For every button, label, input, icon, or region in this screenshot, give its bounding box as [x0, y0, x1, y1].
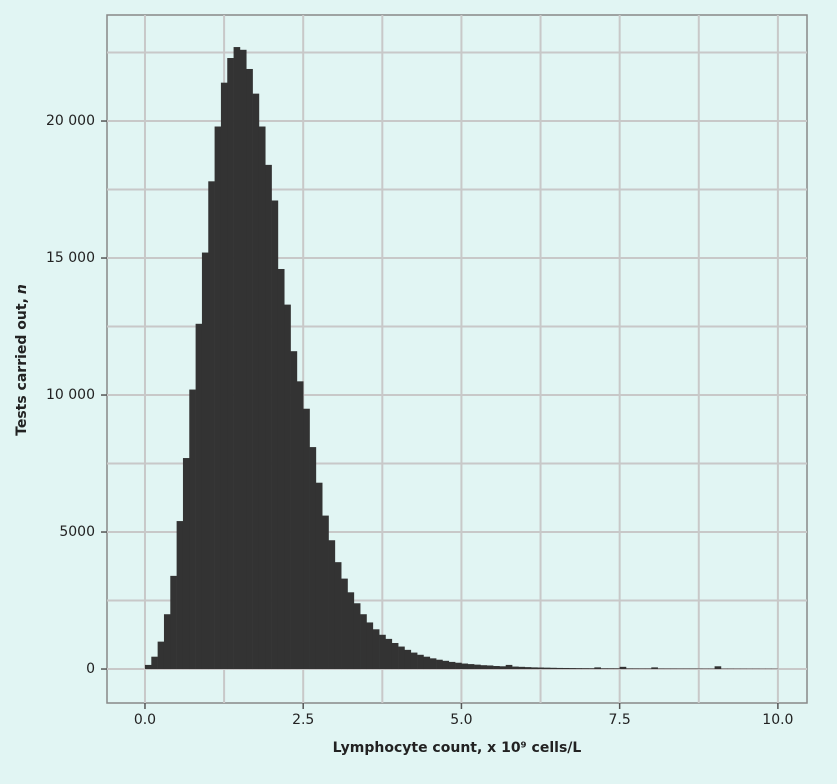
bar: [569, 668, 576, 669]
bar: [145, 665, 152, 669]
bar: [480, 665, 487, 669]
y-tick-label: 5000: [59, 524, 95, 540]
bar: [582, 668, 589, 669]
y-tick-label: 0: [86, 661, 95, 677]
bar: [474, 665, 481, 669]
bar: [601, 668, 608, 669]
bar: [354, 603, 361, 669]
bar: [455, 663, 462, 669]
bar: [518, 667, 525, 669]
bar: [537, 668, 544, 670]
bar: [550, 668, 557, 669]
bar: [366, 622, 373, 669]
bar: [322, 516, 329, 669]
bar: [303, 409, 310, 669]
bar: [348, 592, 355, 669]
x-tick-label: 10.0: [762, 712, 793, 728]
bar: [620, 667, 627, 669]
bar: [512, 667, 519, 669]
bar: [297, 381, 304, 669]
bar: [240, 50, 247, 669]
bar: [531, 667, 538, 669]
bar: [430, 658, 437, 669]
bar: [651, 667, 658, 669]
bar: [259, 127, 266, 670]
bar: [272, 200, 279, 669]
bar: [329, 540, 336, 669]
y-tick-label: 20 000: [46, 113, 95, 129]
bar: [291, 351, 298, 669]
y-axis-label: Tests carried out, n: [14, 284, 30, 436]
bar: [487, 665, 494, 669]
bar: [499, 666, 506, 669]
bar: [246, 69, 253, 669]
bar: [639, 668, 646, 669]
bar: [151, 657, 158, 669]
x-tick-label: 0.0: [134, 712, 156, 728]
bar: [278, 269, 285, 669]
bar: [310, 447, 317, 669]
bar: [392, 643, 399, 669]
bar: [379, 635, 386, 669]
bar: [265, 165, 272, 669]
bar: [658, 669, 665, 670]
bar: [183, 458, 190, 669]
bar: [626, 668, 633, 669]
bar: [164, 614, 171, 669]
bar: [234, 47, 241, 669]
bar: [575, 668, 582, 669]
x-tick-label: 5.0: [450, 712, 472, 728]
bar: [613, 668, 620, 669]
bar: [563, 668, 570, 669]
y-axis-label-var: n: [14, 284, 30, 294]
bar: [196, 324, 203, 669]
bar: [417, 655, 424, 669]
bar: [189, 390, 196, 669]
x-axis-label: Lymphocyte count, x 10⁹ cells/L: [333, 740, 582, 756]
bar: [170, 576, 177, 669]
y-tick-label: 10 000: [46, 387, 95, 403]
y-tick-label: 15 000: [46, 250, 95, 266]
bar: [177, 521, 184, 669]
bar: [215, 127, 222, 670]
bar: [253, 94, 260, 669]
bar: [227, 58, 234, 669]
bar: [341, 579, 348, 669]
bar: [284, 305, 291, 669]
bar: [442, 661, 449, 669]
bar: [715, 666, 722, 669]
bar: [468, 664, 475, 669]
bar: [208, 181, 215, 669]
bar: [525, 667, 532, 669]
x-tick-label: 7.5: [609, 712, 631, 728]
bar: [316, 483, 323, 669]
bar: [373, 629, 380, 669]
y-axis-label-text: Tests carried out,: [14, 298, 30, 436]
bar: [335, 562, 342, 669]
bar: [436, 660, 443, 669]
bar: [385, 639, 392, 669]
bar: [556, 668, 563, 669]
bar: [645, 668, 652, 669]
bar: [202, 253, 209, 669]
bar: [461, 664, 468, 669]
bar: [607, 668, 614, 669]
bar: [449, 662, 456, 669]
bar: [594, 667, 601, 669]
bar: [411, 653, 418, 669]
bar: [506, 665, 513, 669]
bar: [221, 83, 228, 669]
bar: [404, 650, 411, 669]
bar: [544, 668, 551, 669]
x-tick-label: 2.5: [292, 712, 314, 728]
bar: [493, 666, 500, 669]
bar: [423, 657, 430, 669]
bar: [632, 668, 639, 669]
bar: [360, 614, 367, 669]
bar: [398, 647, 405, 669]
bar: [588, 668, 595, 669]
bar: [158, 642, 165, 669]
